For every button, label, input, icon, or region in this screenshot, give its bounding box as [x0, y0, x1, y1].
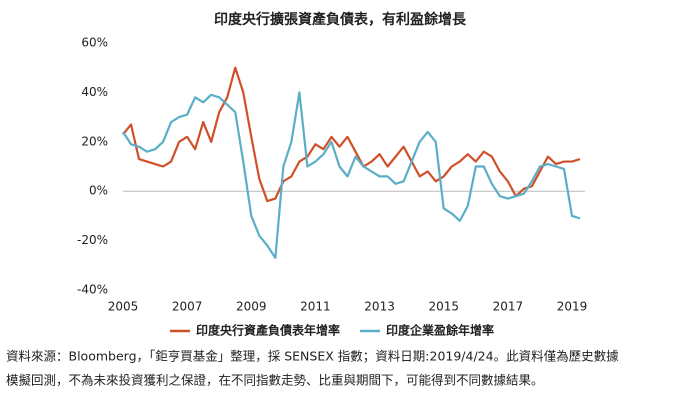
y-tick-label: 0%: [89, 184, 108, 198]
series-line: [122, 66, 581, 203]
y-tick-label: 20%: [81, 134, 108, 148]
y-tick-label: -40%: [77, 283, 108, 297]
x-tick-label: 2013: [364, 300, 395, 314]
x-tick-label: 2011: [300, 300, 331, 314]
x-tick-label: 2015: [428, 300, 459, 314]
series-line: [122, 91, 581, 259]
footnote: 資料來源：Bloomberg，「鉅亨買基金」整理，採 SENSEX 指數；資料日…: [6, 349, 619, 364]
x-tick-label: 2007: [172, 300, 203, 314]
legend-label: 印度企業盈餘年增率: [386, 323, 494, 338]
x-tick-label: 2019: [557, 300, 588, 314]
x-tick-label: 2005: [108, 300, 139, 314]
legend-label: 印度央行資產負債表年增率: [196, 323, 340, 338]
y-tick-label: -20%: [77, 233, 108, 247]
chart-title: 印度央行擴張資產負債表，有利盈餘增長: [214, 11, 467, 28]
x-tick-label: 2017: [493, 300, 524, 314]
x-tick-label: 2009: [236, 300, 267, 314]
y-tick-label: 40%: [81, 85, 108, 99]
y-tick-label: 60%: [81, 36, 108, 50]
footnote: 模擬回測，不為未來投資獲利之保證，在不同指數走勢、比重與期間下，可能得到不同數據…: [6, 373, 544, 388]
